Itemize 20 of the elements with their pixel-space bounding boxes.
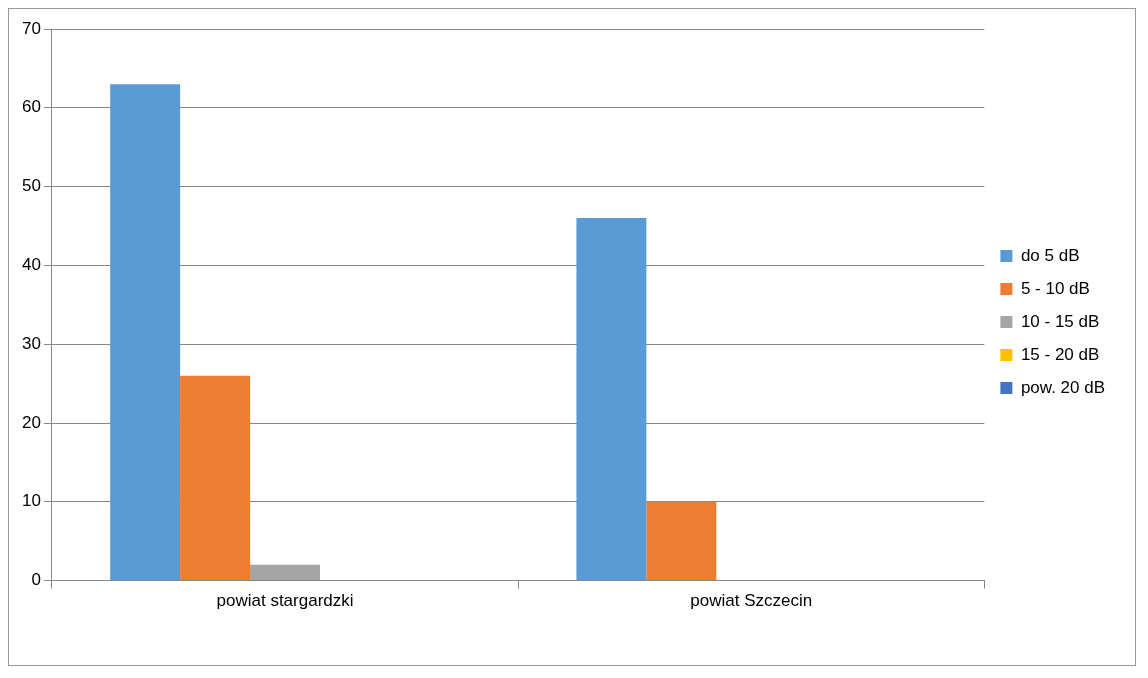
y-tick-label: 60 [21, 97, 41, 117]
bar [576, 218, 647, 581]
bar [110, 84, 181, 581]
bar [250, 564, 320, 581]
bar [180, 375, 251, 581]
legend-label: do 5 dB [1020, 245, 1080, 265]
y-tick-label: 20 [21, 412, 41, 432]
legend-label: 10 - 15 dB [1020, 311, 1100, 331]
y-tick-label: 10 [21, 491, 41, 511]
y-tick-label: 0 [31, 570, 41, 590]
y-tick-label: 30 [21, 333, 41, 353]
legend-label: 5 - 10 dB [1020, 278, 1090, 298]
y-tick-label: 40 [21, 255, 41, 275]
legend-label: pow. 20 dB [1020, 377, 1105, 397]
bar [646, 501, 717, 581]
y-tick-label: 70 [21, 18, 41, 38]
x-tick-label: powiat Szczecin [690, 591, 813, 611]
legend-label: 15 - 20 dB [1020, 344, 1100, 364]
x-tick-label: powiat stargardzki [216, 591, 354, 611]
y-tick-label: 50 [21, 176, 41, 196]
